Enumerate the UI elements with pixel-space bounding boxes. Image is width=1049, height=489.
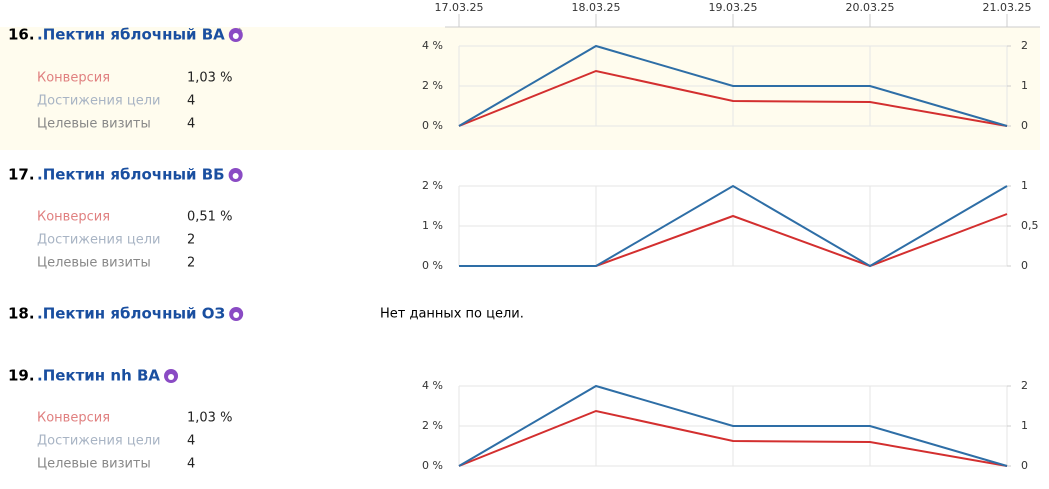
metric-label: Достижения цели [37, 94, 161, 109]
series-line [458, 44, 1008, 127]
y2-tick-label: 0 [1021, 119, 1028, 132]
goal-icon-dot [168, 374, 175, 380]
goal-number: 19. [8, 367, 35, 385]
series-line [458, 384, 1008, 467]
metric-label: Целевые визиты [37, 117, 151, 132]
metric-value: 2 [187, 256, 195, 271]
goal-number: 16. [8, 26, 35, 44]
metric-value: 1,03 % [187, 411, 232, 426]
goal-name[interactable]: .Пектин яблочный ВА [37, 26, 225, 44]
date-label: 21.03.25 [983, 1, 1032, 14]
goal-icon-dot [232, 33, 239, 39]
metric-label: Конверсия [37, 411, 110, 426]
y-tick-label: 4 % [422, 379, 443, 392]
y2-tick-label: 0 [1021, 459, 1028, 472]
goal-number: 17. [8, 166, 35, 184]
goal-icon-dot [233, 312, 240, 318]
date-label: 17.03.25 [435, 1, 484, 14]
goal-icon-dot [232, 173, 239, 179]
metric-label: Достижения цели [37, 434, 161, 449]
y-tick-label: 0 % [422, 459, 443, 472]
y-tick-label: 0 % [422, 259, 443, 272]
metric-label: Конверсия [37, 71, 110, 86]
date-label: 19.03.25 [709, 1, 758, 14]
metric-label: Целевые визиты [37, 256, 151, 271]
goal-name[interactable]: .Пектин яблочный ВБ [37, 166, 225, 184]
y2-tick-label: 2 [1021, 39, 1028, 52]
goal-name[interactable]: .Пектин яблочный ОЗ [37, 305, 225, 323]
y2-tick-label: 1 [1021, 179, 1028, 192]
metric-label: Достижения цели [37, 233, 161, 248]
date-label: 18.03.25 [572, 1, 621, 14]
metric-label: Конверсия [37, 210, 110, 225]
y2-tick-label: 1 [1021, 79, 1028, 92]
y2-tick-label: 1 [1021, 419, 1028, 432]
metric-value: 1,03 % [187, 71, 232, 86]
metric-value: 2 [187, 233, 195, 248]
y2-tick-label: 0,5 [1021, 219, 1039, 232]
metric-value: 4 [187, 117, 195, 132]
series-line [459, 184, 1008, 268]
y-tick-label: 4 % [422, 39, 443, 52]
goal-number: 18. [8, 305, 35, 323]
date-label: 20.03.25 [846, 1, 895, 14]
metric-value: 4 [187, 94, 195, 109]
metric-value: 4 [187, 457, 195, 472]
y-tick-label: 2 % [422, 419, 443, 432]
y-tick-label: 0 % [422, 119, 443, 132]
no-data-message: Нет данных по цели. [380, 307, 524, 322]
metric-value: 4 [187, 434, 195, 449]
metric-label: Целевые визиты [37, 457, 151, 472]
y2-tick-label: 2 [1021, 379, 1028, 392]
y2-tick-label: 0 [1021, 259, 1028, 272]
y-tick-label: 1 % [422, 219, 443, 232]
y-tick-label: 2 % [422, 179, 443, 192]
goal-name[interactable]: .Пектин nh ВА [37, 367, 160, 385]
y-tick-label: 2 % [422, 79, 443, 92]
series-line [458, 409, 1008, 467]
highlight-row [0, 27, 1040, 150]
series-line [458, 69, 1008, 127]
metric-value: 0,51 % [187, 210, 232, 225]
